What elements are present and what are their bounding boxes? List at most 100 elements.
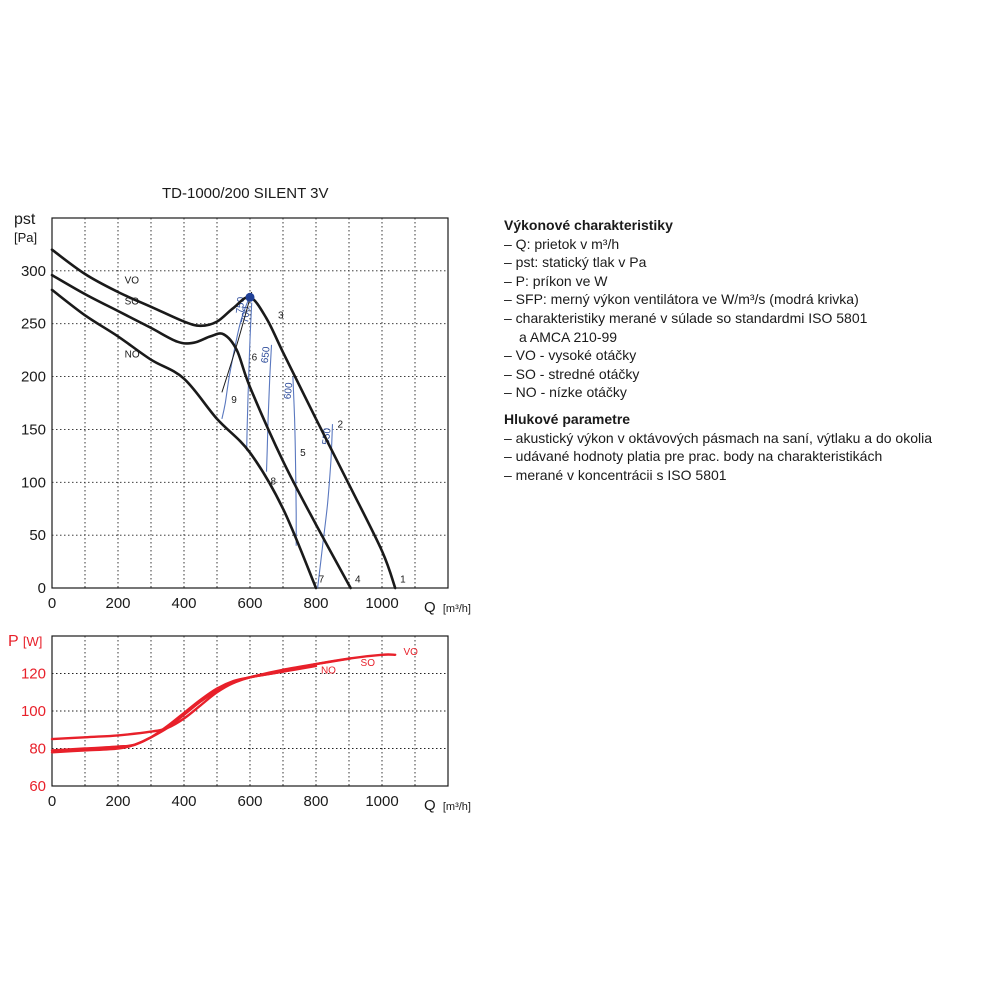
power-series-no <box>50 664 318 754</box>
legend-panel: Výkonové charakteristiky – Q: prietok v … <box>504 216 994 484</box>
legend-gap <box>504 402 994 410</box>
pressure-y-tick-label: 100 <box>21 474 46 491</box>
pressure-x-tick-label: 800 <box>303 595 328 612</box>
pressure-ylabel-main: pst <box>14 211 36 228</box>
point-label-5: 5 <box>300 448 306 459</box>
pressure-x-tick-label: 600 <box>237 595 262 612</box>
pressure-y-tick-label: 150 <box>21 421 46 438</box>
power-series-so <box>50 657 352 752</box>
legend-heading-noise: Hlukové parametre <box>504 410 631 427</box>
power-series-label-no: NO <box>321 666 336 677</box>
operating-point <box>245 292 255 302</box>
pressure-series-so <box>50 273 352 590</box>
sfp-curve-600 <box>292 376 297 546</box>
legend-performance-item: – NO - nízke otáčky <box>504 384 627 401</box>
point-label-3: 3 <box>278 310 284 321</box>
sfp-label-650: 650 <box>260 346 273 364</box>
power-xlabel: Q [m³/h] <box>424 797 471 814</box>
pressure-xlabel: Q [m³/h] <box>424 599 471 616</box>
pressure-grid <box>51 217 449 589</box>
pressure-xlabel-main: Q <box>424 599 436 616</box>
pressure-x-tick-label: 1000 <box>365 595 398 612</box>
pressure-series <box>50 248 397 590</box>
power-series-label-vo: VO <box>403 647 418 658</box>
main-chart-title: TD-1000/200 SILENT 3V <box>162 185 328 202</box>
legend-noise-item: – udávané hodnoty platia pre prac. body … <box>504 448 883 465</box>
power-x-ticks: 0 200 400 600 800 1000 <box>48 793 399 810</box>
power-y-ticks: 60 80 100 120 <box>21 666 46 796</box>
legend-performance-item: – SO - stredné otáčky <box>504 365 640 382</box>
legend-list-noise: – akustický výkon v oktávových pásmach n… <box>504 429 994 485</box>
point-label-1: 1 <box>400 575 406 586</box>
power-x-tick-label: 200 <box>105 793 130 810</box>
power-y-tick-label: 80 <box>29 741 46 758</box>
pressure-y-tick-label: 250 <box>21 316 46 333</box>
power-x-tick-label: 1000 <box>365 793 398 810</box>
pressure-ylabel: pst <box>14 211 36 228</box>
pressure-y-ticks: 0 50 100 150 200 250 300 <box>21 263 46 597</box>
power-x-tick-label: 600 <box>237 793 262 810</box>
power-grid <box>51 635 449 787</box>
power-y-tick-label: 120 <box>21 666 46 683</box>
pressure-x-tick-label: 400 <box>171 595 196 612</box>
sfp-label-600: 600 <box>283 382 296 400</box>
power-ylabel-unit: [W] <box>23 634 43 649</box>
pressure-xlabel-unit: [m³/h] <box>443 603 471 615</box>
legend-noise-item: – akustický výkon v oktávových pásmach n… <box>504 429 932 446</box>
pressure-labels: 1 2 3 4 5 6 7 8 9 VO SO NO <box>125 276 407 586</box>
power-chart: P [W] 60 80 100 120 0 200 400 600 800 1000 Q [m³… <box>8 633 471 814</box>
sfp-label-750: 750 <box>235 296 248 314</box>
legend-performance-item: – Q: prietok v m³/h <box>504 235 620 252</box>
power-x-tick-label: 400 <box>171 793 196 810</box>
pressure-series-vo <box>50 248 397 590</box>
pressure-x-tick-label: 200 <box>105 595 130 612</box>
point-label-9: 9 <box>231 395 237 406</box>
power-y-tick-label: 100 <box>21 703 46 720</box>
pressure-y-tick-label: 200 <box>21 369 46 386</box>
power-series-vo <box>50 653 397 741</box>
sfp-label-700: 700 <box>240 306 253 324</box>
pressure-series-no <box>50 288 318 590</box>
power-x-tick-label: 0 <box>48 793 56 810</box>
pressure-x-ticks: 0 200 400 600 800 1000 <box>48 595 399 612</box>
legend-performance-item: a AMCA 210-99 <box>519 328 618 345</box>
sfp-curve-700 <box>246 302 253 451</box>
point-label-6: 6 <box>252 353 258 364</box>
system-curve <box>221 291 253 393</box>
legend-performance-item: – VO - vysoké otáčky <box>504 347 637 364</box>
pressure-series-label-so: SO <box>125 297 140 308</box>
point-label-4: 4 <box>355 575 361 586</box>
power-y-tick-label: 60 <box>29 778 46 795</box>
power-xlabel-unit: [m³/h] <box>443 801 471 813</box>
pressure-y-tick-label: 0 <box>38 580 46 597</box>
legend-performance-item: – P: príkon ve W <box>504 272 608 289</box>
point-label-7: 7 <box>319 575 325 586</box>
power-x-tick-label: 800 <box>303 793 328 810</box>
legend-heading-performance: Výkonové charakteristiky <box>504 217 673 233</box>
legend-list-performance: – Q: prietok v m³/h – pst: statický tlak … <box>504 235 994 402</box>
sfp-curve-650 <box>265 344 273 472</box>
power-xlabel-main: Q <box>424 797 436 814</box>
power-ylabel: P [W] <box>8 633 42 650</box>
point-label-8: 8 <box>270 476 276 487</box>
power-series <box>50 653 397 754</box>
pressure-ylabel-unit: [Pa] <box>14 230 37 245</box>
legend-performance-item: – SFP: merný výkon ventilátora ve W/m³/s… <box>504 291 859 308</box>
pressure-y-tick-label: 50 <box>29 527 46 544</box>
power-labels: VO SO NO <box>321 647 418 677</box>
legend-noise-item: – merané v koncentrácii s ISO 5801 <box>504 466 727 483</box>
pressure-series-label-vo: VO <box>125 276 140 287</box>
power-series-label-so: SO <box>361 658 376 669</box>
pressure-y-tick-label: 300 <box>21 263 46 280</box>
point-label-2: 2 <box>337 419 343 430</box>
pressure-x-tick-label: 0 <box>48 595 56 612</box>
sfp-label-550: 550 <box>321 427 334 445</box>
sfp-curve-750 <box>221 297 250 420</box>
pressure-series-label-no: NO <box>125 350 140 361</box>
power-ylabel-main: P <box>8 633 18 650</box>
legend-performance-item: – pst: statický tlak v Pa <box>504 254 647 271</box>
legend-performance-item: – charakteristiky merané v súlade so sta… <box>504 309 868 326</box>
